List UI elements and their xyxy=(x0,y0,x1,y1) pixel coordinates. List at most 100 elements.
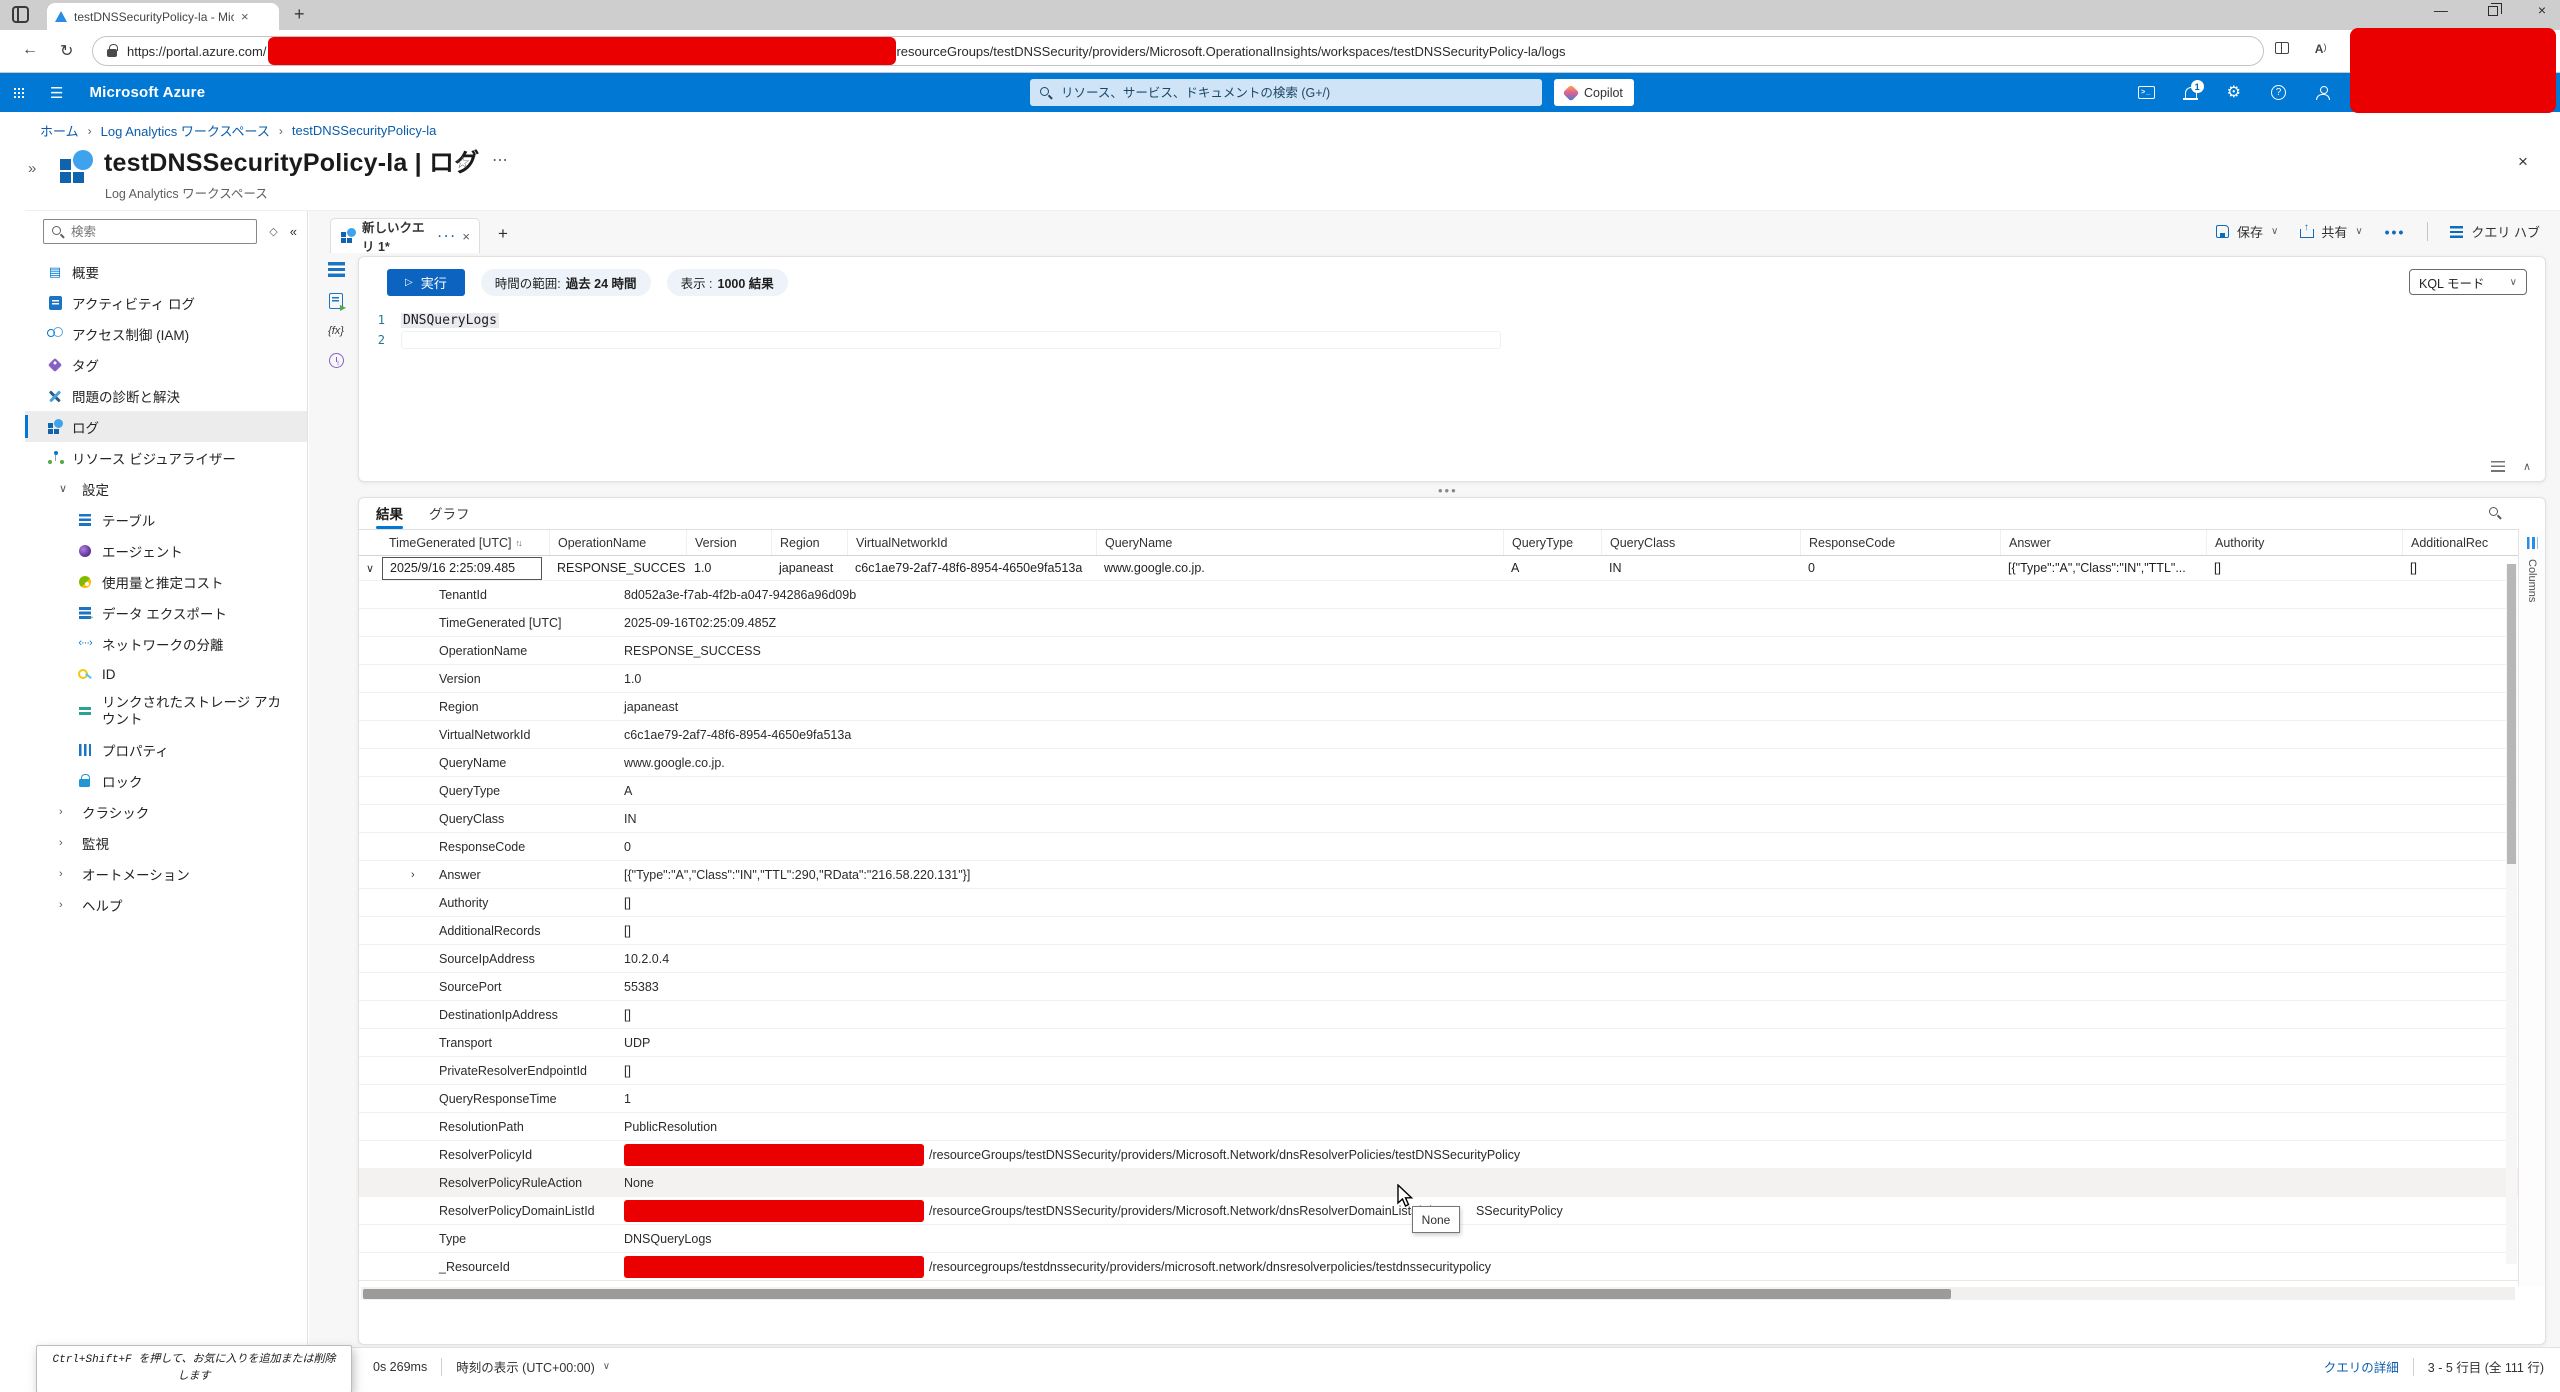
help-icon[interactable]: ? xyxy=(2271,85,2286,100)
detail-row[interactable]: ResponseCode 0 xyxy=(359,832,2545,860)
tab-close-icon[interactable]: × xyxy=(241,9,249,24)
detail-row[interactable]: ResolutionPath PublicResolution xyxy=(359,1112,2545,1140)
result-limit-picker[interactable]: 表示 : 1000 結果 xyxy=(666,269,788,296)
window-minimize-button[interactable]: — xyxy=(2433,2,2448,18)
sidebar-item-locks[interactable]: ロック xyxy=(25,765,307,796)
detail-row-redacted[interactable]: ResolverPolicyId/resourceGroups/testDNSS… xyxy=(359,1140,2545,1168)
example-queries-icon[interactable] xyxy=(329,293,346,312)
query-history-icon[interactable] xyxy=(328,353,344,368)
result-row-expanded[interactable]: ∨ 2025/9/16 2:25:09.485 RESPONSE_SUCCESS… xyxy=(359,556,2545,580)
refresh-icon[interactable]: ↻ xyxy=(60,43,74,60)
column-querytype[interactable]: QueryType xyxy=(1503,530,1601,555)
sidebar-group-monitoring[interactable]: › 監視 xyxy=(59,836,109,852)
breadcrumb-workspaces[interactable]: Log Analytics ワークスペース xyxy=(100,124,270,139)
browser-tab[interactable]: testDNSSecurityPolicy-la - Micros × xyxy=(47,3,279,30)
detail-row-redacted[interactable]: ResolverPolicyDomainListId/resourceGroup… xyxy=(359,1196,2545,1224)
timezone-picker[interactable]: 時刻の表示 (UTC+00:00) ∨ xyxy=(456,1361,611,1375)
sidebar-group-help[interactable]: › ヘルプ xyxy=(59,898,123,914)
tab-results[interactable]: 結果 xyxy=(376,503,403,529)
sidebar-item-agents[interactable]: エージェント xyxy=(25,535,307,566)
detail-row[interactable]: SourcePort 55383 xyxy=(359,972,2545,1000)
sidebar-item-network-isolation[interactable]: ネットワークの分離 xyxy=(25,628,307,659)
sidebar-item-properties[interactable]: プロパティ xyxy=(25,734,307,765)
sidebar-item-tags[interactable]: タグ xyxy=(25,349,307,380)
sidebar-item-activity-log[interactable]: アクティビティ ログ xyxy=(25,287,307,318)
pane-resize-handle[interactable]: ••• xyxy=(1438,483,1458,498)
column-timegenerated[interactable]: TimeGenerated [UTC] ↑↓ xyxy=(389,535,523,550)
sidebar-item-usage-cost[interactable]: 使用量と推定コスト xyxy=(25,566,307,597)
blade-close-icon[interactable]: × xyxy=(2518,152,2528,171)
sidebar-group-settings[interactable]: ∨ 設定 xyxy=(59,482,109,498)
sidebar-group-classic[interactable]: › クラシック xyxy=(59,805,150,821)
horizontal-scrollbar[interactable] xyxy=(361,1287,2515,1300)
detail-row[interactable]: OperationName RESPONSE_SUCCESS xyxy=(359,636,2545,664)
window-close-button[interactable]: × xyxy=(2537,2,2546,18)
column-version[interactable]: Version xyxy=(686,530,771,555)
query-tab-overflow[interactable]: ･･･ xyxy=(436,231,457,243)
column-queryclass[interactable]: QueryClass xyxy=(1601,530,1800,555)
sidebar-search-input[interactable] xyxy=(71,224,249,239)
query-hub-button[interactable]: クエリ ハブ xyxy=(2450,222,2540,241)
column-virtualnetworkid[interactable]: VirtualNetworkId xyxy=(847,530,1096,555)
feedback-person-icon[interactable] xyxy=(2316,86,2330,100)
column-region[interactable]: Region xyxy=(771,530,847,555)
window-restore-button[interactable] xyxy=(2487,3,2502,16)
notifications-button[interactable]: 1 xyxy=(2182,80,2204,100)
sidebar-item-logs[interactable]: ログ xyxy=(25,411,307,442)
scrollbar-thumb[interactable] xyxy=(363,1288,1951,1299)
sidebar-item-access-control[interactable]: アクセス制御 (IAM) xyxy=(25,318,307,349)
address-field[interactable]: https://portal.azure.com/ resourceGroups… xyxy=(92,36,2264,66)
vertical-scrollbar[interactable] xyxy=(2506,564,2517,1264)
search-results-icon[interactable] xyxy=(2489,507,2501,519)
collapse-row-icon[interactable]: ∨ xyxy=(365,562,375,575)
column-operationname[interactable]: OperationName xyxy=(549,530,686,555)
detail-row[interactable]: DestinationIpAddress[] xyxy=(359,1000,2545,1028)
detail-row[interactable]: TenantId 8d052a3e-f7ab-4f2b-a047-94286a96… xyxy=(359,580,2545,608)
run-query-button[interactable]: ▷ 実行 xyxy=(387,269,465,296)
sidebar-item-linked-storage[interactable]: リンクされたストレージ アカウント xyxy=(25,690,307,734)
sidebar-search-box[interactable] xyxy=(43,219,258,244)
detail-row[interactable]: TimeGenerated [UTC] 2025-09-16T02:25:09.4… xyxy=(359,608,2545,636)
new-query-tab-button[interactable]: + xyxy=(498,224,508,243)
sidebar-item-overview[interactable]: 概要 xyxy=(25,256,307,287)
tab-chart[interactable]: グラフ xyxy=(429,507,470,522)
detail-row[interactable]: SourceIpAddress 10.2.0.4 xyxy=(359,944,2545,972)
more-actions-icon[interactable]: ••• xyxy=(2384,223,2406,240)
save-button[interactable]: 保存 ∨ xyxy=(2215,222,2278,241)
collapse-menu-icon[interactable]: » xyxy=(28,160,37,177)
column-queryname[interactable]: QueryName xyxy=(1096,530,1503,555)
sidebar-item-data-export[interactable]: データ エクスポート xyxy=(25,597,307,628)
sidebar-item-diagnose[interactable]: 問題の診断と解決 xyxy=(25,380,307,411)
waffle-menu-icon[interactable] xyxy=(14,87,24,98)
detail-row[interactable]: Authority[] xyxy=(359,888,2545,916)
column-answer[interactable]: Answer xyxy=(2000,530,2206,555)
detail-row[interactable]: QueryClass IN xyxy=(359,804,2545,832)
column-authority[interactable]: Authority xyxy=(2206,530,2402,555)
functions-icon[interactable]: {fx} xyxy=(328,325,344,337)
detail-row[interactable]: Region japaneast xyxy=(359,692,2545,720)
tab-actions-icon[interactable] xyxy=(12,6,29,23)
global-search-box[interactable] xyxy=(1030,79,1542,106)
expand-answer-icon[interactable]: › xyxy=(411,868,415,881)
collapse-editor-icon[interactable]: ∧ xyxy=(2522,461,2531,473)
detail-row[interactable]: VirtualNetworkId c6c1ae79-2af7-48f6-8954-… xyxy=(359,720,2545,748)
sidebar-group-automation[interactable]: › オートメーション xyxy=(59,867,190,883)
detail-row-redacted[interactable]: _ResourceId/resourcegroups/testdnssecuri… xyxy=(359,1252,2545,1280)
settings-gear-icon[interactable]: ⚙ xyxy=(2226,83,2241,101)
query-details-link[interactable]: クエリの詳細 xyxy=(2323,1361,2399,1375)
columns-sidebar[interactable]: Columns xyxy=(2518,529,2545,1286)
sidebar-item-tables[interactable]: テーブル xyxy=(25,504,307,535)
query-tab[interactable]: 新しいクエリ 1* ･･･ × xyxy=(330,218,480,254)
cloud-shell-icon[interactable]: >_ xyxy=(2137,86,2155,99)
split-screen-icon[interactable] xyxy=(2274,42,2289,54)
breadcrumb-current[interactable]: testDNSSecurityPolicy-la xyxy=(291,123,437,138)
query-tab-close-icon[interactable]: × xyxy=(462,228,470,244)
tables-pane-icon[interactable] xyxy=(327,262,345,277)
detail-row[interactable]: Transport UDP xyxy=(359,1028,2545,1056)
back-icon[interactable]: ← xyxy=(22,41,38,58)
time-range-picker[interactable]: 時間の範囲: 過去 24 時間 xyxy=(480,269,651,296)
title-more-icon[interactable]: ⋯ xyxy=(492,152,509,169)
detail-row[interactable]: AdditionalRecords[] xyxy=(359,916,2545,944)
format-lines-icon[interactable] xyxy=(2490,461,2505,472)
detail-row[interactable]: QueryResponseTime 1 xyxy=(359,1084,2545,1112)
